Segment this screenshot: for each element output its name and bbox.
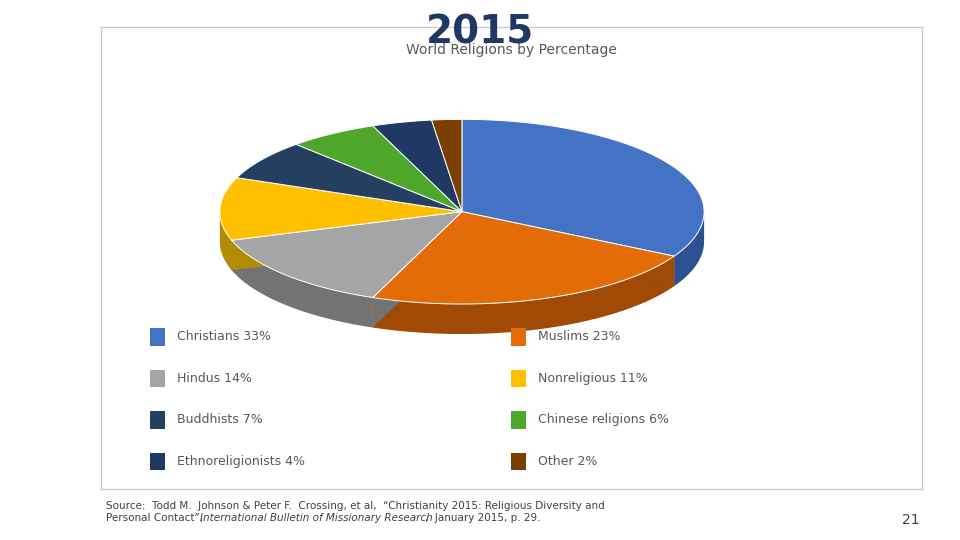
Polygon shape [372,212,462,328]
Text: 21: 21 [902,513,920,527]
Bar [150,328,165,346]
Text: Hindus 14%: Hindus 14% [178,372,252,385]
Text: International Bulletin of Missionary Research: International Bulletin of Missionary Res… [201,513,433,523]
Text: Other 2%: Other 2% [539,455,598,468]
Polygon shape [231,240,372,328]
Polygon shape [372,212,674,304]
Polygon shape [231,212,462,298]
Bar [150,369,165,387]
Polygon shape [462,212,674,286]
Text: World Religions by Percentage: World Religions by Percentage [406,43,616,57]
Bar [150,453,165,470]
Polygon shape [372,120,462,212]
Bar [511,369,526,387]
Polygon shape [237,144,462,212]
Text: Ethnoreligionists 4%: Ethnoreligionists 4% [178,455,305,468]
Polygon shape [462,119,704,256]
Bar [511,453,526,470]
Text: ,  January 2015, p. 29.: , January 2015, p. 29. [425,513,540,523]
Text: Nonreligious 11%: Nonreligious 11% [539,372,648,385]
Polygon shape [220,178,462,240]
Polygon shape [372,256,674,334]
Bar [511,411,526,429]
Bar [150,411,165,429]
Polygon shape [462,212,674,286]
Text: Christians 33%: Christians 33% [178,330,271,343]
Polygon shape [432,119,462,212]
Polygon shape [372,212,462,328]
Polygon shape [220,212,231,270]
Text: Personal Contact”,: Personal Contact”, [106,513,206,523]
Polygon shape [297,126,462,212]
Text: Source:  Todd M.  Johnson & Peter F.  Crossing, et al,  “Christianity 2015: Reli: Source: Todd M. Johnson & Peter F. Cross… [106,501,605,511]
Text: Chinese religions 6%: Chinese religions 6% [539,414,669,427]
Polygon shape [231,212,462,270]
Text: 2015: 2015 [426,14,534,51]
Text: Muslims 23%: Muslims 23% [539,330,621,343]
Text: Buddhists 7%: Buddhists 7% [178,414,263,427]
Bar [511,328,526,346]
Polygon shape [231,212,462,270]
Polygon shape [674,212,704,286]
